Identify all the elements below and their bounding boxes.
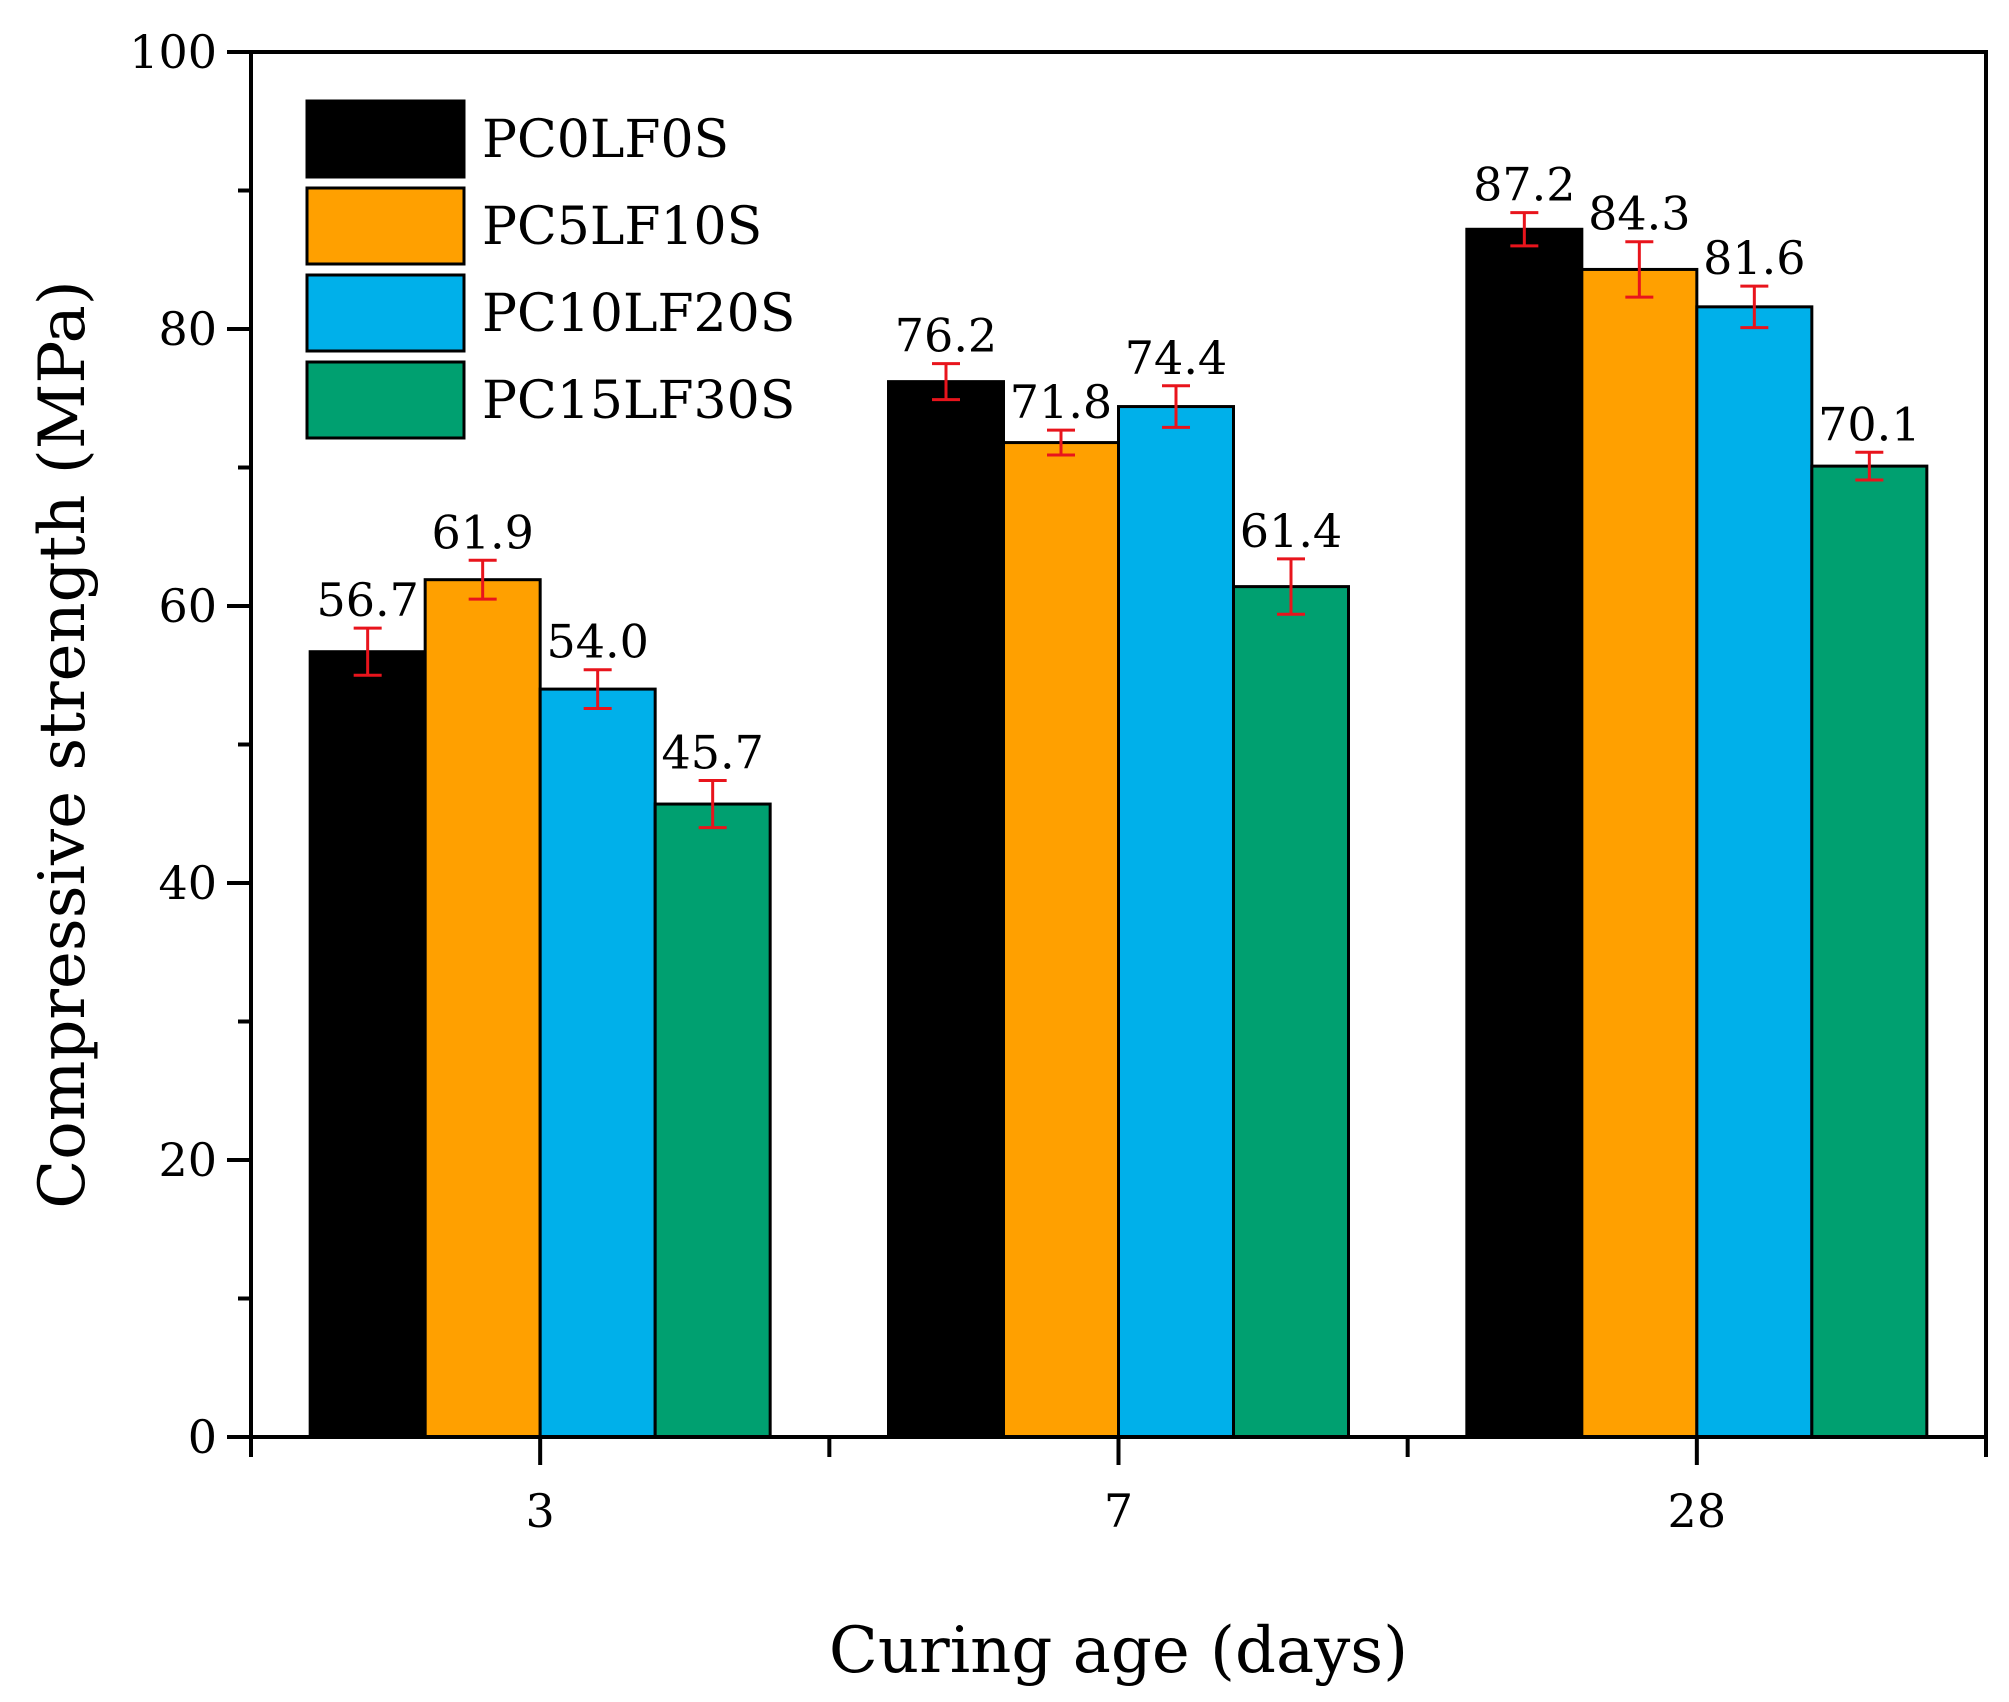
data-label: 61.9 [431,505,533,559]
x-tick-label: 3 [526,1484,555,1538]
bar [1810,464,1929,1439]
x-axis-title: Curing age (days) [829,1614,1408,1688]
bars-layer [308,227,1929,1439]
data-label: 54.0 [546,615,648,669]
legend: PC0LF0S PC5LF10S PC10LF20S PC15LF30S [305,99,795,440]
legend-label: PC0LF0S [482,110,729,170]
data-label: 74.4 [1125,331,1227,385]
data-label: 84.3 [1588,187,1690,241]
y-axis: 0 20 40 60 80 100 [129,25,251,1464]
bar [538,687,657,1439]
bar [1232,585,1350,1439]
y-axis-title: Compressive strength (MPa) [26,280,100,1208]
bar [887,380,1005,1439]
x-axis: 3 7 28 [249,1437,1988,1538]
legend-swatch [305,186,466,266]
data-label: 45.7 [661,726,763,780]
bar [423,578,542,1439]
y-tick-label: 60 [158,579,217,633]
y-tick-label: 40 [158,856,217,910]
x-tick-label: 7 [1104,1484,1133,1538]
data-label: 70.1 [1818,397,1920,451]
bar [308,650,427,1439]
bar [653,802,772,1439]
y-tick-label: 100 [129,25,217,79]
x-tick-label: 28 [1668,1484,1727,1538]
y-tick-label: 0 [188,1410,217,1464]
data-label: 87.2 [1473,158,1575,212]
bar [1695,305,1814,1439]
legend-swatch [305,360,466,440]
data-label: 56.7 [316,573,418,627]
legend-label: PC5LF10S [482,197,762,257]
legend-swatch [305,99,466,179]
value-labels-layer: 56.7 76.2 87.2 61.9 71.8 84.3 54.0 74.4 81.6 45.7… [316,158,1920,780]
legend-swatch [305,273,466,353]
legend-label: PC10LF20S [482,284,795,344]
data-label: 81.6 [1703,231,1805,285]
bar [1002,441,1120,1439]
bar [1465,227,1584,1439]
legend-label: PC15LF30S [482,371,795,431]
error-bars-layer [353,211,1884,830]
y-tick-label: 20 [158,1133,217,1187]
data-label: 71.8 [1010,375,1112,429]
bar [1117,405,1235,1439]
y-tick-label: 80 [158,302,217,356]
data-label: 76.2 [895,309,997,363]
bar [1580,267,1699,1439]
data-label: 61.4 [1240,504,1342,558]
